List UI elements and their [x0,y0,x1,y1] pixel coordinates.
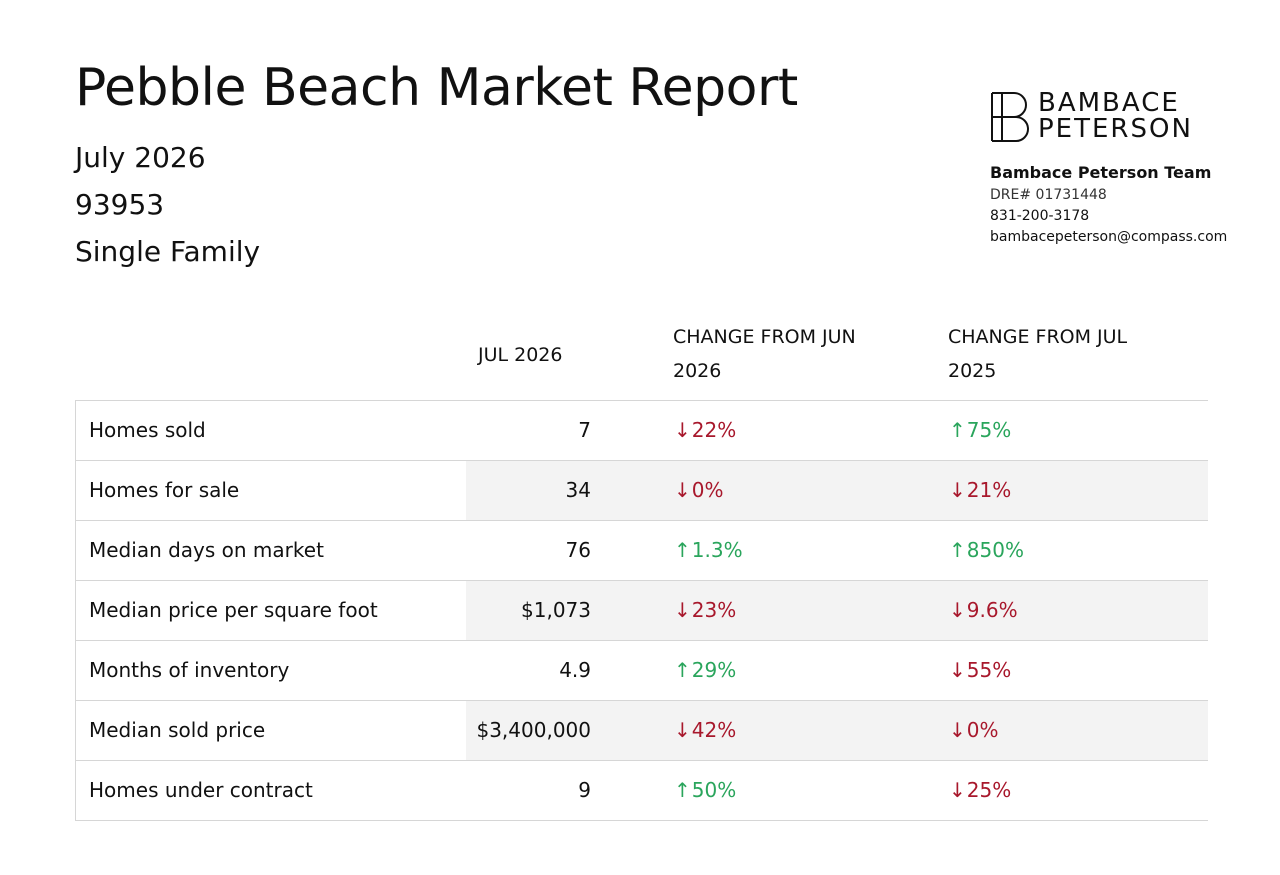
yoy-percent: 25% [966,778,1012,802]
dre-number: DRE# 01731448 [990,187,1107,203]
arrow-down-icon: ↓ [674,718,691,742]
table-row: Homes for sale 34 ↓0% ↓21% [76,461,1208,521]
metric-value: 4.9 [559,658,591,682]
table-row: Homes under contract 9 ↑50% ↓25% [76,761,1208,821]
mom-percent: 42% [691,718,737,742]
header-change-yoy: CHANGE FROM JUL 2025 [948,320,1127,388]
change-mom: ↓23% [674,581,736,640]
change-yoy: ↓21% [949,461,1011,520]
header-change-yoy-line1: CHANGE FROM JUL [948,326,1128,348]
mom-percent: 0% [691,478,724,502]
metric-label: Homes sold [89,418,206,442]
table-row: Median sold price $3,400,000 ↓42% ↓0% [76,701,1208,761]
yoy-percent: 55% [966,658,1012,682]
table-row: Months of inventory 4.9 ↑29% ↓55% [76,641,1208,701]
arrow-up-icon: ↑ [674,538,691,562]
table-row: Median price per square foot $1,073 ↓23%… [76,581,1208,641]
arrow-down-icon: ↓ [949,778,966,802]
change-mom: ↓0% [674,461,724,520]
arrow-down-icon: ↓ [949,478,966,502]
page-title: Pebble Beach Market Report [75,58,798,118]
header-change-mom-line1: CHANGE FROM JUN [673,326,856,348]
metric-label: Homes for sale [89,478,240,502]
mom-percent: 22% [691,418,737,442]
header-current-month: JUL 2026 [478,344,563,366]
row-shade [466,581,1208,640]
mom-percent: 1.3% [691,538,743,562]
yoy-percent: 9.6% [966,598,1018,622]
brand-logo-line2: PETERSON [1038,114,1193,144]
arrow-up-icon: ↑ [674,778,691,802]
change-yoy: ↓55% [949,641,1011,700]
arrow-down-icon: ↓ [674,598,691,622]
team-name: Bambace Peterson Team [990,163,1212,182]
table-header: JUL 2026 CHANGE FROM JUN 2026 CHANGE FRO… [75,318,1207,400]
yoy-percent: 850% [966,538,1024,562]
brand-logo-line1: BAMBACE [1038,88,1180,118]
mom-percent: 50% [691,778,737,802]
row-shade [466,461,1208,520]
yoy-percent: 21% [966,478,1012,502]
change-mom: ↓42% [674,701,736,760]
metric-label: Homes under contract [89,778,313,802]
change-yoy: ↓9.6% [949,581,1018,640]
arrow-up-icon: ↑ [949,538,966,562]
change-mom: ↑50% [674,761,736,820]
table-row: Homes sold 7 ↓22% ↑75% [76,401,1208,461]
change-mom: ↑1.3% [674,521,743,580]
report-zip: 93953 [75,188,165,221]
change-yoy: ↓0% [949,701,999,760]
arrow-down-icon: ↓ [674,478,691,502]
phone-number: 831-200-3178 [990,208,1090,224]
header-change-mom-line2: 2026 [673,360,722,382]
metric-label: Median price per square foot [89,598,378,622]
report-month: July 2026 [75,141,206,174]
change-yoy: ↑75% [949,401,1011,460]
brand-logo-text: BAMBACE PETERSON [1038,90,1193,142]
header-change-yoy-line2: 2025 [948,360,997,382]
arrow-down-icon: ↓ [949,658,966,682]
table-row: Median days on market 76 ↑1.3% ↑850% [76,521,1208,581]
yoy-percent: 75% [966,418,1012,442]
arrow-up-icon: ↑ [949,418,966,442]
mom-percent: 29% [691,658,737,682]
metric-label: Months of inventory [89,658,290,682]
header-change-mom: CHANGE FROM JUN 2026 [673,320,856,388]
arrow-down-icon: ↓ [949,718,966,742]
yoy-percent: 0% [966,718,999,742]
market-table: Homes sold 7 ↓22% ↑75% Homes for sale 34… [75,400,1208,821]
brand-logo: BAMBACE PETERSON [990,90,1210,144]
row-shade [466,701,1208,760]
metric-value: 34 [565,478,591,502]
bp-monogram-icon [991,92,1029,142]
arrow-down-icon: ↓ [674,418,691,442]
change-yoy: ↓25% [949,761,1011,820]
metric-label: Median days on market [89,538,324,562]
email-address: bambacepeterson@compass.com [990,229,1228,245]
metric-value: 7 [578,418,591,442]
metric-value: $3,400,000 [476,718,591,742]
arrow-down-icon: ↓ [949,598,966,622]
metric-label: Median sold price [89,718,266,742]
change-yoy: ↑850% [949,521,1024,580]
change-mom: ↑29% [674,641,736,700]
mom-percent: 23% [691,598,737,622]
report-property-type: Single Family [75,235,261,268]
change-mom: ↓22% [674,401,736,460]
metric-value: 76 [565,538,591,562]
metric-value: 9 [578,778,591,802]
metric-value: $1,073 [521,598,591,622]
arrow-up-icon: ↑ [674,658,691,682]
